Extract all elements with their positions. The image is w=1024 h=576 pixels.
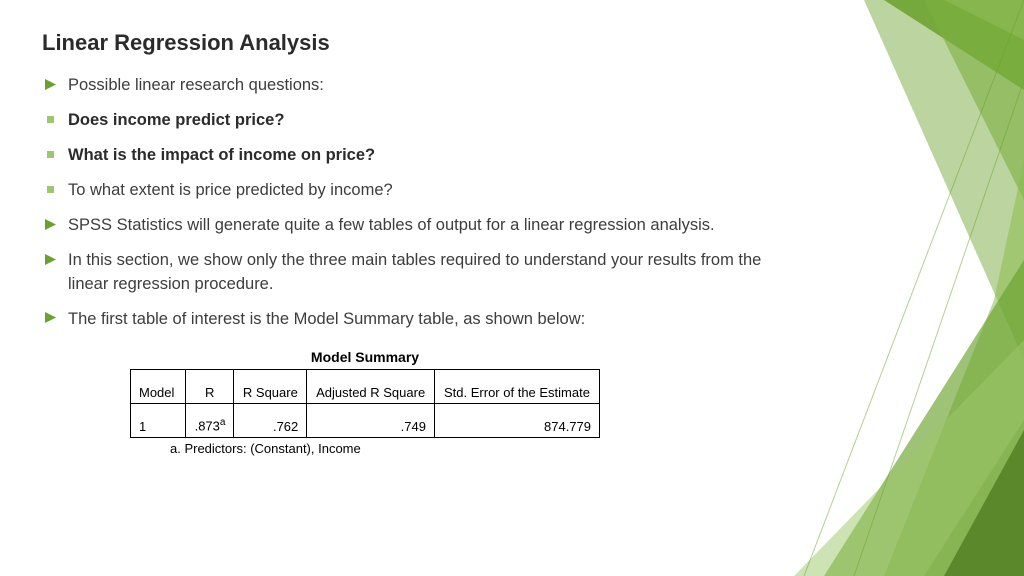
slide-content: Linear Regression Analysis Possible line… bbox=[42, 30, 802, 456]
square-bullet-icon bbox=[42, 181, 58, 197]
table-row: 1 .873a .762 .749 874.779 bbox=[131, 403, 600, 437]
col-stderr: Std. Error of the Estimate bbox=[434, 369, 599, 403]
bullet-text: SPSS Statistics will generate quite a fe… bbox=[68, 216, 715, 234]
col-r: R bbox=[186, 369, 234, 403]
table-title: Model Summary bbox=[130, 349, 600, 365]
cell-adjrsq: .749 bbox=[307, 403, 435, 437]
model-summary-block: Model Summary Model R R Square Adjusted … bbox=[130, 349, 600, 456]
bullet-text: Does income predict price? bbox=[68, 111, 284, 129]
bullet-list: Possible linear research questions: Does … bbox=[42, 74, 802, 331]
bullet-item: The first table of interest is the Model… bbox=[42, 308, 802, 331]
bullet-text: The first table of interest is the Model… bbox=[68, 310, 585, 328]
bullet-text: What is the impact of income on price? bbox=[68, 146, 375, 164]
bullet-text: Possible linear research questions: bbox=[68, 76, 324, 94]
triangle-bullet-icon bbox=[42, 310, 58, 326]
triangle-bullet-icon bbox=[42, 76, 58, 92]
bullet-item: To what extent is price predicted by inc… bbox=[42, 179, 802, 202]
slide-decoration bbox=[764, 0, 1024, 576]
col-model: Model bbox=[131, 369, 186, 403]
table-header-row: Model R R Square Adjusted R Square Std. … bbox=[131, 369, 600, 403]
slide-title: Linear Regression Analysis bbox=[42, 30, 802, 56]
bullet-item: Possible linear research questions: bbox=[42, 74, 802, 97]
bullet-text: To what extent is price predicted by inc… bbox=[68, 181, 393, 199]
bullet-item: SPSS Statistics will generate quite a fe… bbox=[42, 214, 802, 237]
bullet-item: In this section, we show only the three … bbox=[42, 249, 802, 295]
cell-r: .873a bbox=[186, 403, 234, 437]
cell-rsq: .762 bbox=[234, 403, 307, 437]
col-adjrsq: Adjusted R Square bbox=[307, 369, 435, 403]
cell-model: 1 bbox=[131, 403, 186, 437]
square-bullet-icon bbox=[42, 146, 58, 162]
model-summary-table: Model R R Square Adjusted R Square Std. … bbox=[130, 369, 600, 438]
col-rsq: R Square bbox=[234, 369, 307, 403]
triangle-bullet-icon bbox=[42, 251, 58, 267]
square-bullet-icon bbox=[42, 111, 58, 127]
bullet-item: Does income predict price? bbox=[42, 109, 802, 132]
cell-stderr: 874.779 bbox=[434, 403, 599, 437]
bullet-item: What is the impact of income on price? bbox=[42, 144, 802, 167]
bullet-text: In this section, we show only the three … bbox=[68, 251, 761, 292]
table-footnote: a. Predictors: (Constant), Income bbox=[170, 441, 600, 456]
triangle-bullet-icon bbox=[42, 216, 58, 232]
